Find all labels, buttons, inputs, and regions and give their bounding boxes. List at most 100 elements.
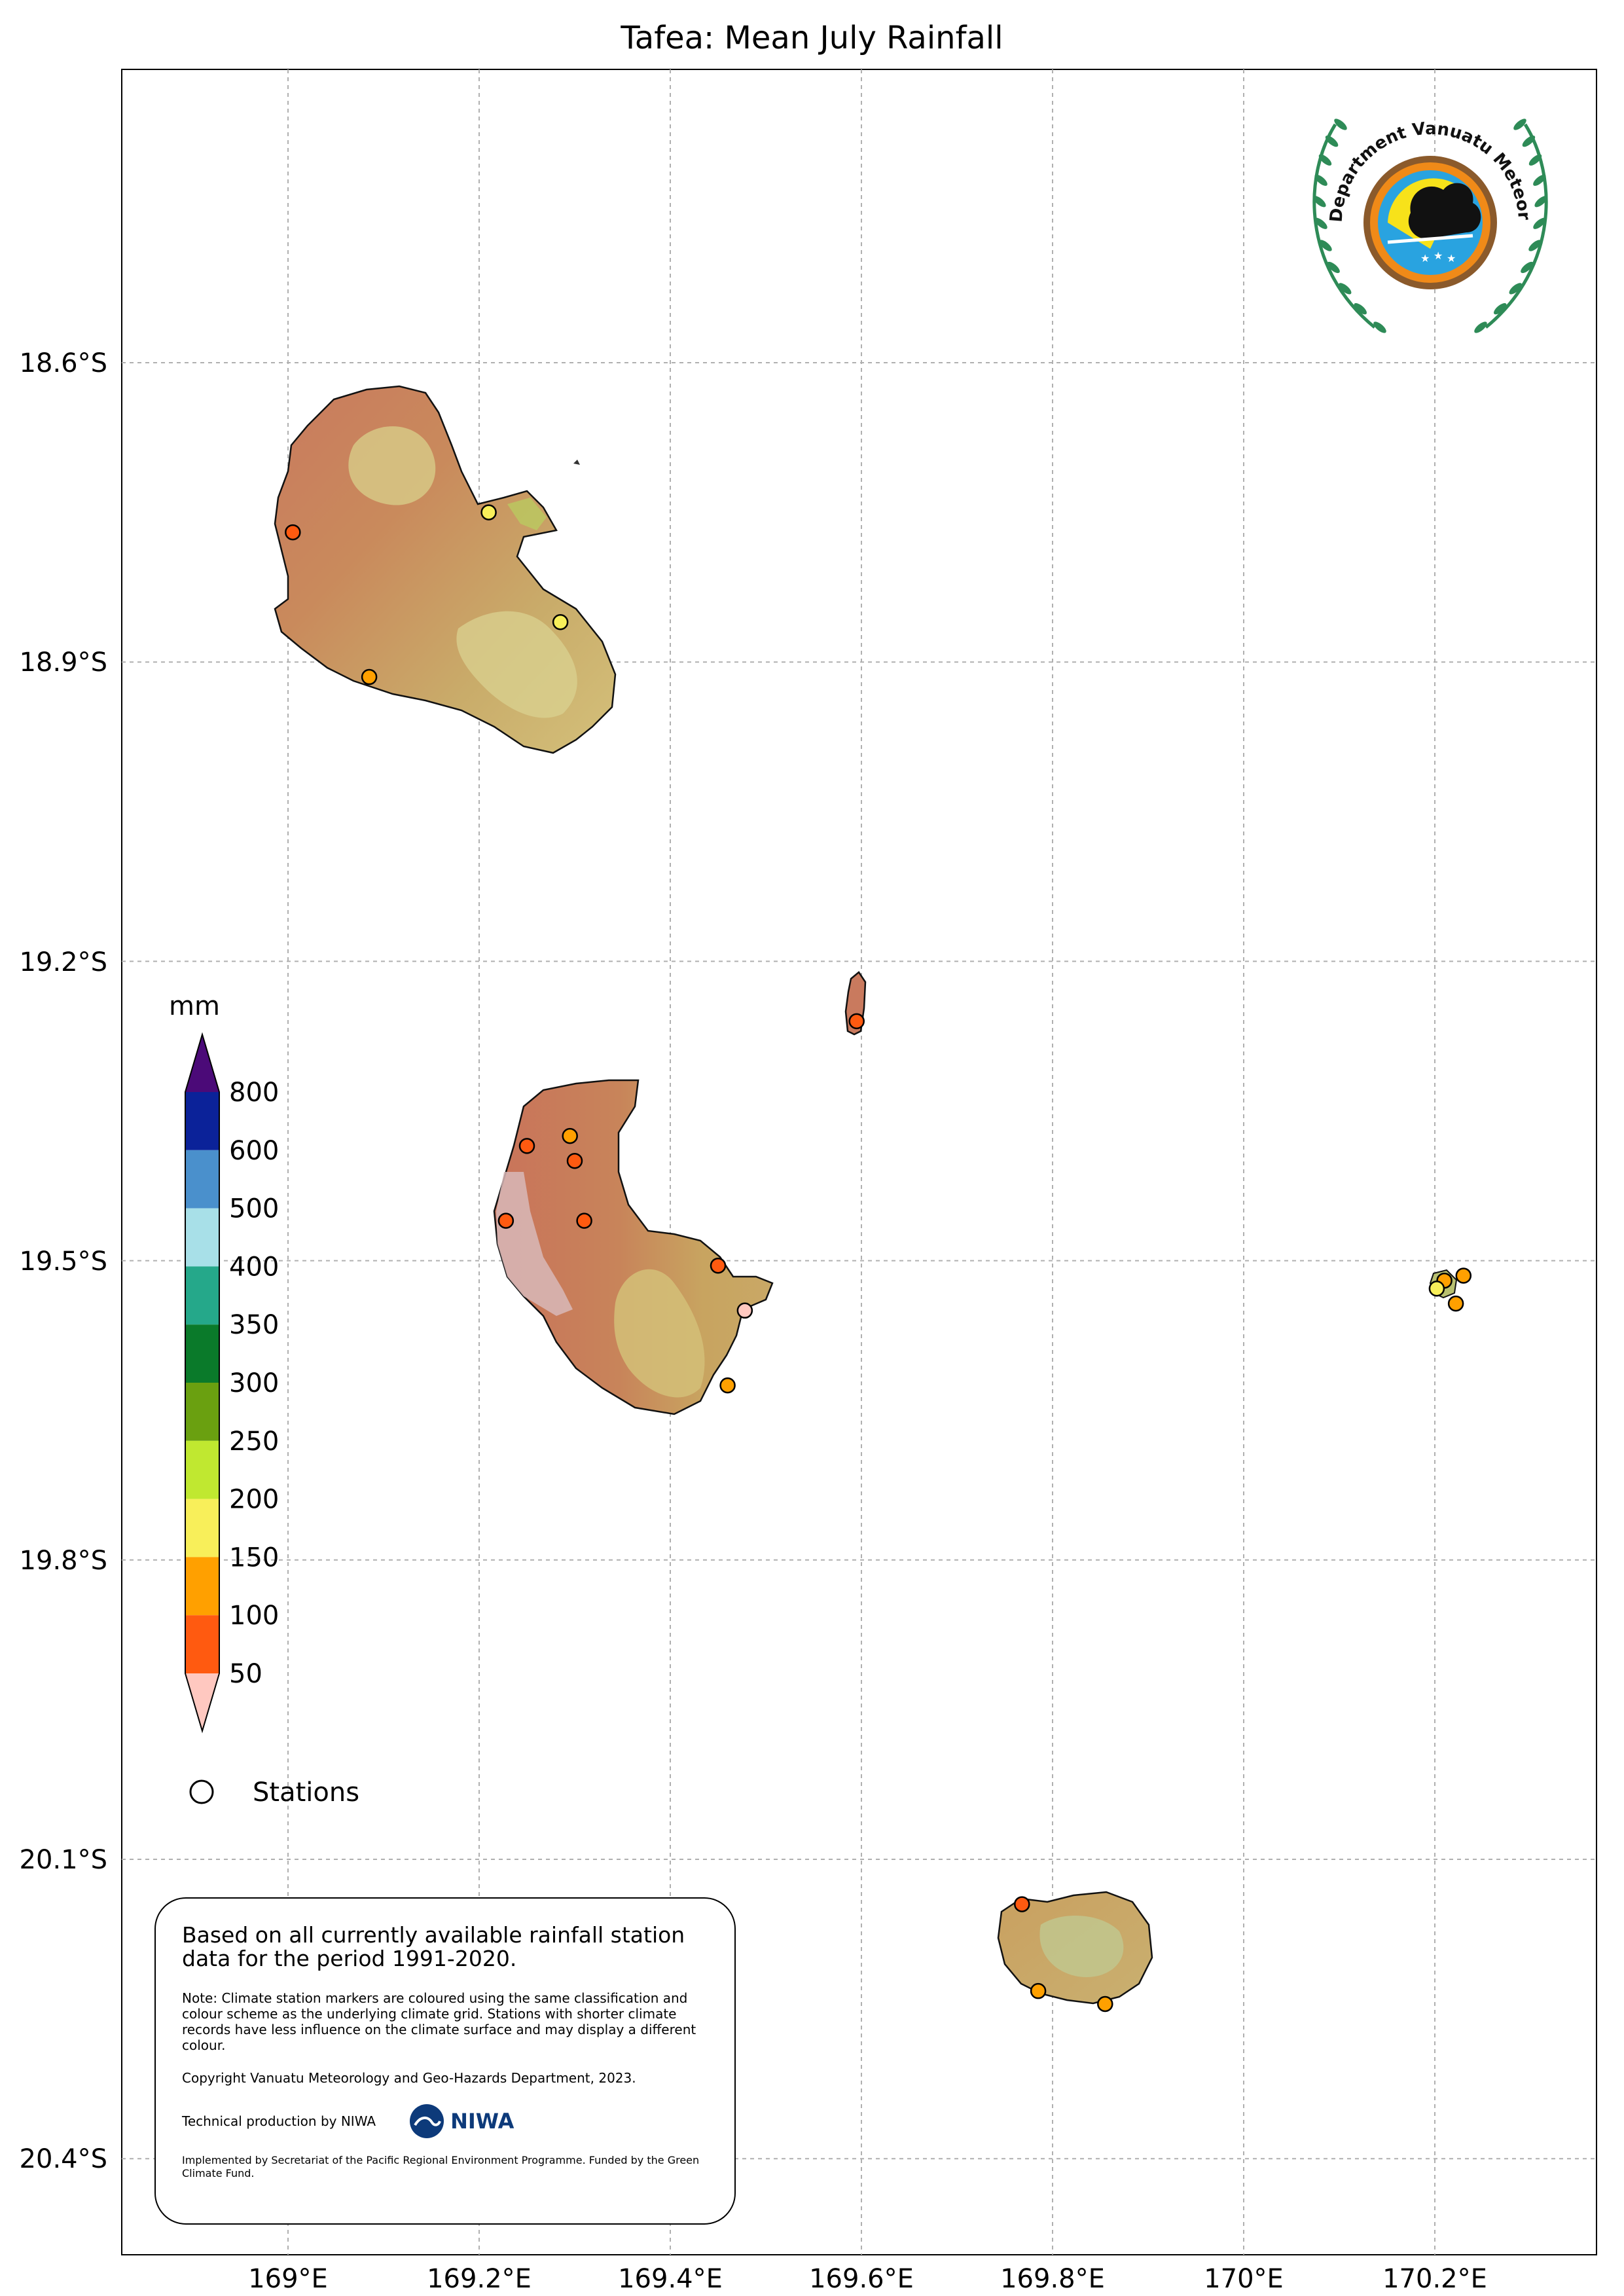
vmgd-logo: Department Vanuatu Meteorology and Geo-H… [1296,98,1548,333]
colorbar-tick-label: 200 [229,1485,279,1515]
niwa-logo-text: NIWA [450,2109,514,2134]
plot-frame [121,69,1597,2255]
station-marker [480,504,497,520]
laurel-leaf [1334,118,1347,130]
station-marker [518,1138,535,1154]
lat-label: 19.2°S [20,947,107,977]
laurel-leaf [1533,174,1546,186]
niwa-logo: NIWA [408,2103,514,2140]
colorbar-outline [185,1032,220,1734]
station-marker [1428,1281,1445,1297]
lat-label: 19.8°S [20,1546,107,1576]
info-niwa-row: Technical production by NIWA NIWA [182,2103,708,2140]
colorbar-tick-label: 600 [229,1136,279,1166]
longitude-labels: 169°E 169.2°E 169.4°E 169.6°E 169.8°E 17… [248,2264,1487,2294]
station-marker [1014,1896,1030,1912]
info-box: Based on all currently available rainfal… [154,1897,736,2225]
lat-label: 19.5°S [20,1247,107,1277]
station-marker [361,668,378,685]
islands [274,385,1458,2005]
colorbar-tick-label: 300 [229,1368,279,1398]
station-marker [1097,1995,1113,2013]
colorbar-tick-label: 400 [229,1252,279,1282]
laurel-leaf [1338,283,1352,295]
laurel-leaf [1534,196,1547,208]
station-marker [848,1013,865,1030]
laurel-leaf [1513,118,1526,130]
station-marker [719,1377,736,1394]
colorbar-tick-label: 500 [229,1194,279,1224]
erromango-peninsula [507,498,547,530]
colorbar-tick-label: 350 [229,1310,279,1340]
station-marker [710,1257,727,1274]
lon-label: 169.8°E [1000,2264,1105,2294]
tanna-highland [614,1269,705,1398]
station-marker [576,1212,592,1229]
info-funding: Implemented by Secretariat of the Pacifi… [182,2154,700,2179]
colorbar-unit: mm [169,991,220,1021]
laurel-leaf [1509,283,1523,295]
laurel-leaf [1528,154,1542,166]
lat-label: 20.4°S [20,2144,107,2174]
colorbar-over-arrow [185,1034,219,1092]
laurel-wreath-icon [1312,123,1548,329]
laurel-leaf [1319,240,1332,251]
station-marker [497,1212,514,1229]
niwa-wave-icon [410,2104,444,2138]
lon-label: 169.4°E [618,2264,723,2294]
colorbar-swatch [185,1383,219,1441]
station-marker [1455,1267,1472,1284]
erromango-highland [348,426,436,505]
station-markers [285,504,1472,2013]
colorbar-tick-label: 150 [229,1542,279,1573]
laurel-leaf [1521,261,1534,274]
graticule [122,69,1597,2255]
colorbar-swatch [185,1150,219,1209]
colorbar-tick-label: 50 [229,1659,262,1689]
lon-label: 169.2°E [427,2264,532,2294]
erromango-highland [456,611,577,718]
info-copyright: Copyright Vanuatu Meteorology and Geo-Ha… [182,2070,636,2086]
laurel-leaf [1528,240,1542,251]
svg-text:★: ★ [1447,252,1456,264]
colorbar-tick-label: 100 [229,1601,279,1631]
latitude-labels: 18.6°S 18.9°S 19.2°S 19.5°S 19.8°S 20.1°… [20,348,107,2174]
lat-label: 18.6°S [20,348,107,378]
aneityum-highland [1039,1916,1124,1977]
laurel-leaves [1313,118,1547,333]
laurel-leaf [1474,321,1487,333]
info-main-text: Based on all currently available rainfal… [182,1922,685,1971]
laurel-leaf [1313,196,1326,208]
lon-label: 169°E [248,2264,328,2294]
colorbar-swatch [185,1324,219,1383]
station-marker [736,1302,753,1319]
station-marker [1030,1982,1047,1999]
lat-label: 20.1°S [20,1845,107,1875]
lat-label: 18.9°S [20,647,107,678]
laurel-leaf [1327,261,1340,274]
islet [573,460,580,465]
colorbar-swatch [185,1615,219,1673]
laurel-leaf [1373,321,1386,333]
horizon-line [1387,234,1473,244]
lon-label: 170.2°E [1382,2264,1487,2294]
colorbar-swatch [185,1499,219,1558]
laurel-leaf [1314,217,1327,229]
laurel-leaf [1494,302,1507,315]
stations-legend-label: Stations [253,1777,359,1808]
colorbar-under-arrow [185,1673,219,1731]
cloud-icon [1408,183,1481,239]
station-marker [566,1152,583,1169]
laurel-leaf [1318,154,1332,166]
colorbar-swatch [185,1092,219,1150]
lon-label: 170°E [1204,2264,1284,2294]
laurel-leaf [1325,136,1339,147]
stations-legend: Stations [189,1777,359,1808]
colorbar-swatch [185,1440,219,1499]
laurel-leaf [1314,174,1327,186]
colorbar-swatch [185,1266,219,1325]
lon-label: 169.6°E [809,2264,914,2294]
colorbar-tick-label: 250 [229,1427,279,1457]
station-marker [285,524,301,541]
tanna-west-lowrain [496,1172,573,1316]
